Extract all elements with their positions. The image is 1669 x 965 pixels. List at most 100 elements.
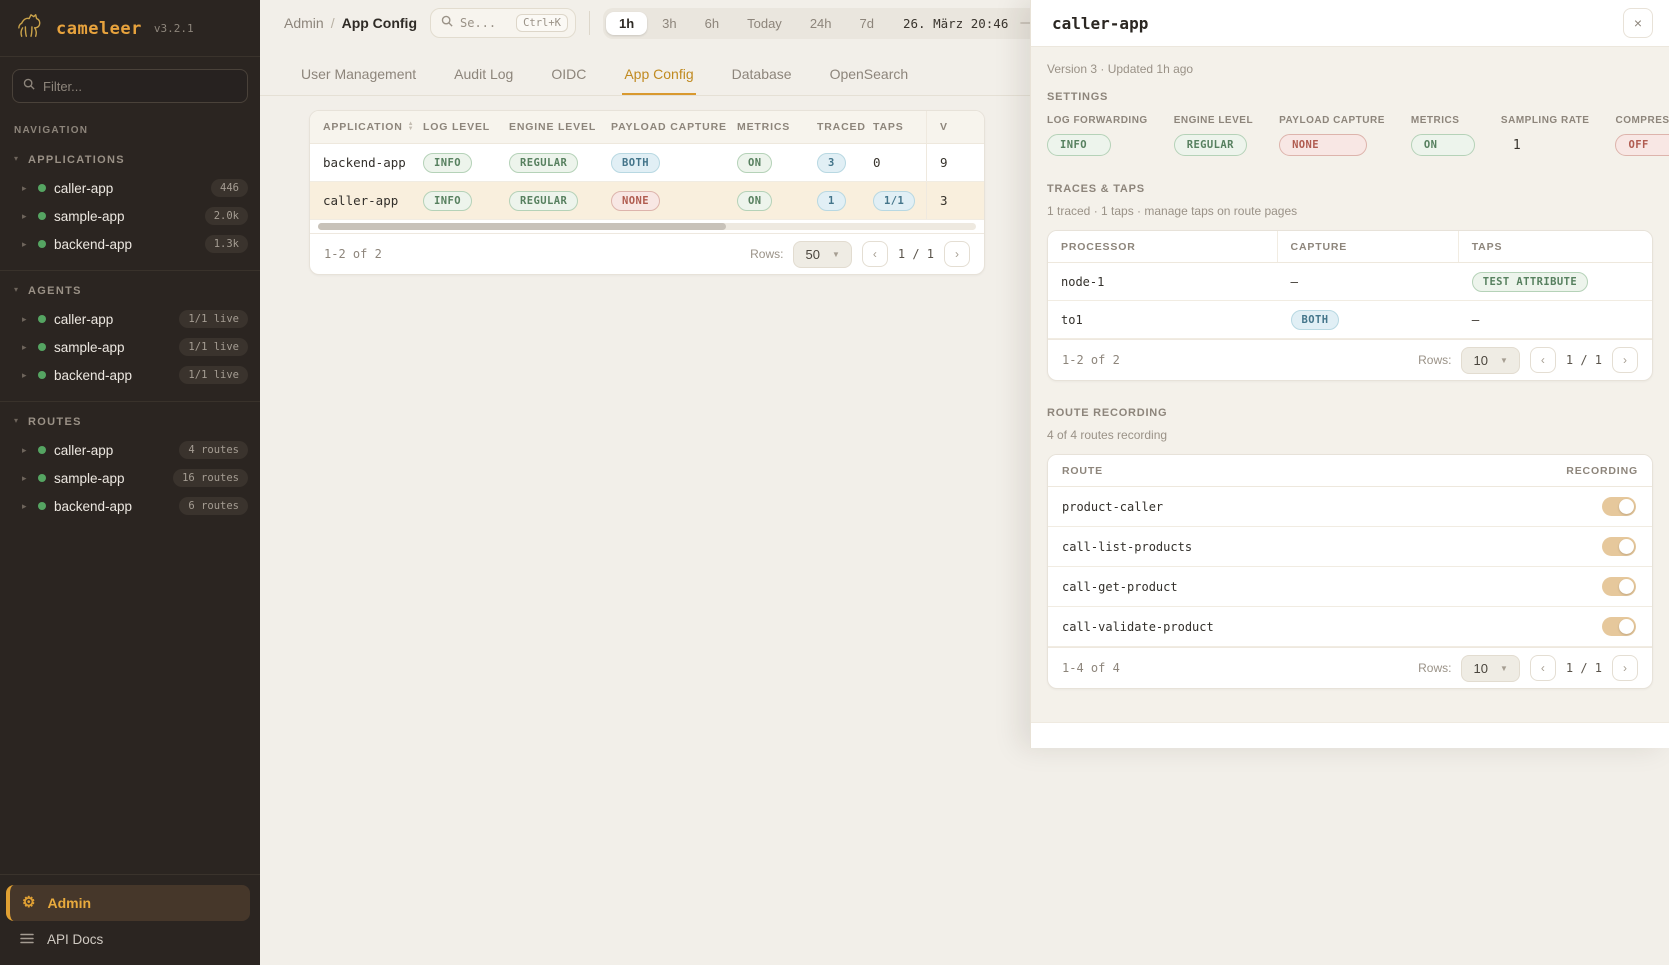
filter-input[interactable]: [43, 78, 237, 94]
metrics-pill: ON: [737, 190, 773, 211]
sidebar-item-api-docs[interactable]: API Docs: [6, 921, 250, 951]
recording-toggle[interactable]: [1602, 537, 1636, 556]
trace-row[interactable]: to1 BOTH —: [1048, 301, 1652, 339]
app-detail-drawer: caller-app × Version 3 · Updated 1h ago …: [1030, 0, 1669, 748]
search-placeholder: Se...: [460, 16, 497, 30]
sidebar-item-route[interactable]: ▸ caller-app 4 routes: [0, 436, 260, 464]
route-name: call-validate-product: [1062, 619, 1214, 634]
sidebar-group-routes: ▾ ROUTES ▸ caller-app 4 routes ▸ sample-…: [0, 401, 260, 532]
tab[interactable]: App Config: [622, 58, 696, 95]
column-header-route: ROUTE: [1062, 464, 1103, 477]
route-row: call-list-products: [1048, 527, 1652, 567]
shortcut-badge: Ctrl+K: [516, 14, 568, 32]
search-icon: [441, 14, 453, 32]
route-row: product-caller: [1048, 487, 1652, 527]
previous-page-button[interactable]: ‹: [861, 241, 888, 267]
chevron-right-icon: ▸: [22, 472, 27, 483]
route-recording-section-label: ROUTE RECORDING: [1047, 407, 1168, 419]
recording-toggle[interactable]: [1602, 617, 1636, 636]
column-header-traced: TRACED: [817, 121, 866, 133]
group-header-agents[interactable]: ▾ AGENTS: [14, 285, 82, 297]
sidebar-item-application[interactable]: ▸ backend-app 1.3k: [0, 230, 260, 258]
trace-row[interactable]: node-1 — TEST ATTRIBUTE: [1048, 263, 1652, 301]
version-meta: Version 3 · Updated 1h ago: [1047, 62, 1194, 76]
sidebar-item-label: sample-app: [54, 339, 125, 355]
routes-count-badge: 16 routes: [173, 469, 248, 487]
sidebar-item-admin[interactable]: ⚙ Admin: [6, 885, 250, 921]
rows-per-page-select[interactable]: 10 ▼: [1461, 654, 1520, 682]
previous-page-button[interactable]: ‹: [1529, 655, 1556, 681]
group-header-applications[interactable]: ▾ APPLICATIONS: [14, 154, 125, 166]
tab[interactable]: Database: [731, 66, 792, 82]
sidebar-item-agent[interactable]: ▸ sample-app 1/1 live: [0, 333, 260, 361]
route-recording-footer: 1-4 of 4 Rows: 10 ▼ ‹ 1 / 1 ›: [1048, 647, 1652, 688]
field-label: COMPRESS SUCCESS: [1615, 115, 1669, 126]
chevron-down-icon: ▼: [1499, 663, 1508, 673]
status-dot: [38, 474, 46, 482]
time-range-button[interactable]: 1h: [606, 11, 648, 35]
field-label: METRICS: [1410, 115, 1460, 126]
field-value-pill: NONE: [1279, 134, 1368, 156]
time-range-button[interactable]: 6h: [704, 15, 720, 31]
page-indicator: 1 / 1: [1565, 661, 1602, 675]
sidebar-item-application[interactable]: ▸ caller-app 446: [0, 174, 260, 202]
next-page-button[interactable]: ›: [1612, 347, 1638, 373]
sidebar-item-label: backend-app: [54, 498, 133, 514]
tab[interactable]: OpenSearch: [829, 66, 909, 82]
field-value-pill: REGULAR: [1173, 134, 1247, 156]
taps-value: TEST ATTRIBUTE: [1471, 271, 1589, 292]
toggle-knob: [1619, 539, 1634, 554]
toggle-knob: [1619, 579, 1634, 594]
settings-field: PAYLOAD CAPTURE NONE: [1279, 115, 1385, 157]
time-range-button[interactable]: Today: [747, 15, 782, 31]
column-header-engine-level: ENGINE LEVEL: [509, 121, 597, 133]
sidebar-item-route[interactable]: ▸ sample-app 16 routes: [0, 464, 260, 492]
recording-toggle[interactable]: [1602, 497, 1636, 516]
count-badge: 2.0k: [204, 207, 248, 225]
sidebar-item-route[interactable]: ▸ backend-app 6 routes: [0, 492, 260, 520]
global-search[interactable]: Se... Ctrl+K: [430, 8, 576, 38]
recording-toggle[interactable]: [1602, 577, 1636, 596]
sidebar-item-application[interactable]: ▸ sample-app 2.0k: [0, 202, 260, 230]
column-header-application[interactable]: APPLICATION ▲ ▼: [323, 121, 415, 133]
tab[interactable]: User Management: [301, 66, 417, 82]
group-header-routes[interactable]: ▾ ROUTES: [14, 416, 82, 428]
settings-field: METRICS ON: [1410, 115, 1475, 157]
chevron-right-icon: ▸: [22, 341, 27, 352]
column-header-payload-capture: PAYLOAD CAPTURE: [611, 121, 727, 133]
column-header-recording: RECORDING: [1566, 464, 1638, 477]
next-page-button[interactable]: ›: [1612, 655, 1638, 681]
sidebar-item-label: backend-app: [54, 236, 133, 252]
metrics-pill: ON: [737, 152, 773, 173]
chevron-right-icon: ▸: [22, 182, 27, 193]
sidebar: cameleer v3.2.1 NAVIGATION ▾ APPLICATION…: [0, 0, 260, 965]
tab[interactable]: Audit Log: [454, 66, 514, 82]
processor-name: node-1: [1061, 274, 1105, 289]
column-header-capture: CAPTURE: [1278, 231, 1459, 262]
time-range-button[interactable]: 7d: [859, 15, 874, 31]
close-icon[interactable]: ×: [1623, 8, 1653, 38]
time-range-button[interactable]: 24h: [809, 15, 832, 31]
engine-level-pill: REGULAR: [509, 152, 579, 173]
scrollbar-thumb[interactable]: [318, 223, 726, 230]
application-row[interactable]: caller-app INFO REGULAR NONE ON 1 1/1 3: [310, 182, 984, 220]
sidebar-item-agent[interactable]: ▸ backend-app 1/1 live: [0, 361, 260, 389]
column-header-version: V: [926, 111, 984, 143]
chevron-down-icon: ▼: [1499, 355, 1508, 365]
sidebar-filter[interactable]: [12, 69, 248, 103]
tab[interactable]: OIDC: [551, 66, 587, 82]
time-range-button[interactable]: 3h: [662, 15, 677, 31]
logo-row: cameleer v3.2.1: [0, 0, 260, 57]
status-dot: [38, 502, 46, 510]
rows-per-page-select[interactable]: 10 ▼: [1461, 346, 1520, 374]
traces-subtitle: 1 traced · 1 taps · manage taps on route…: [1047, 204, 1298, 218]
application-row[interactable]: backend-app INFO REGULAR BOTH ON 3 0 9: [310, 144, 984, 182]
horizontal-scrollbar[interactable]: [318, 223, 976, 230]
previous-page-button[interactable]: ‹: [1529, 347, 1556, 373]
next-page-button[interactable]: ›: [944, 241, 970, 267]
page-indicator: 1 / 1: [1565, 353, 1602, 367]
sidebar-item-agent[interactable]: ▸ caller-app 1/1 live: [0, 305, 260, 333]
breadcrumb-admin[interactable]: Admin: [284, 15, 324, 31]
taps-value: 1/1: [873, 190, 916, 211]
rows-per-page-select[interactable]: 50 ▼: [793, 240, 852, 268]
